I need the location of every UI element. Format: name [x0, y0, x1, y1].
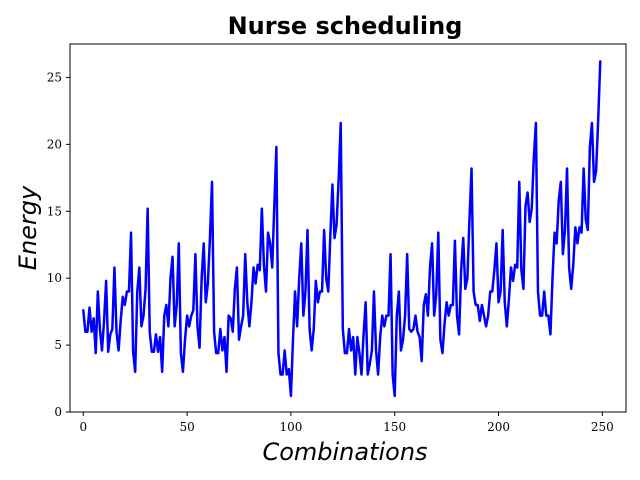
x-tick-label: 200 — [487, 420, 510, 434]
x-axis: 0 50 100 150 200 250 — [79, 412, 614, 434]
plot-area-frame — [69, 43, 627, 413]
y-tick-label: 5 — [54, 338, 62, 352]
y-axis: 0 5 10 15 20 25 — [47, 70, 70, 419]
y-tick-label: 0 — [54, 405, 62, 419]
x-axis-label: Combinations — [262, 438, 427, 466]
y-tick-label: 10 — [47, 271, 62, 285]
x-tick-label: 150 — [383, 420, 406, 434]
y-tick-label: 20 — [47, 137, 62, 151]
y-tick-label: 25 — [47, 70, 62, 84]
x-tick-label: 250 — [591, 420, 614, 434]
x-tick-label: 0 — [79, 420, 87, 434]
series-line — [82, 60, 602, 398]
y-axis-label: Energy — [14, 185, 42, 270]
x-tick-label: 100 — [279, 420, 302, 434]
y-tick-label: 15 — [47, 204, 62, 218]
chart-title: Nurse scheduling — [228, 12, 463, 40]
x-tick-label: 50 — [179, 420, 194, 434]
